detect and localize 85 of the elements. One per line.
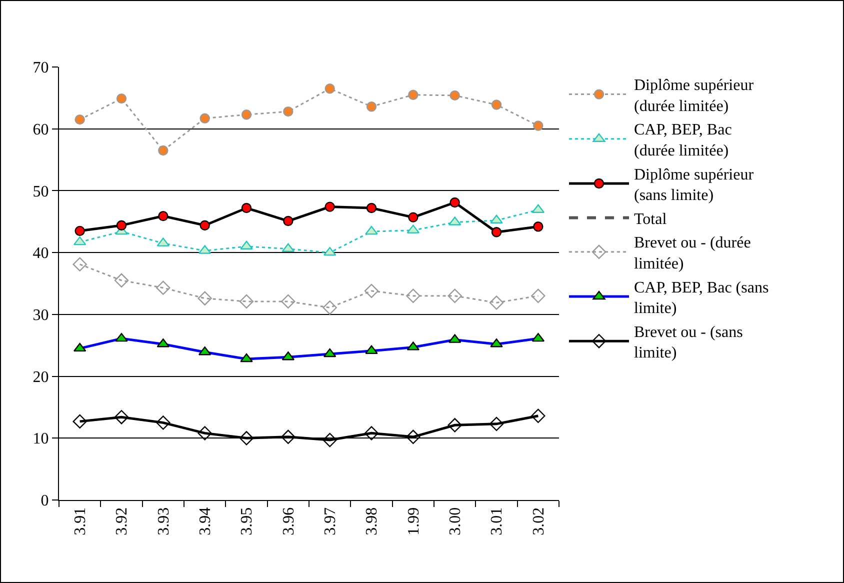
point bbox=[406, 430, 420, 444]
y-tick-label: 20 bbox=[32, 368, 49, 386]
point bbox=[114, 410, 129, 424]
point bbox=[200, 113, 210, 124]
y-tick-label: 50 bbox=[32, 183, 49, 200]
point bbox=[158, 210, 168, 222]
point bbox=[283, 106, 294, 117]
point bbox=[491, 100, 502, 110]
point bbox=[73, 342, 86, 352]
point bbox=[240, 353, 253, 362]
point bbox=[116, 93, 127, 104]
x-tick-label: 1.99 bbox=[405, 507, 422, 536]
point bbox=[239, 294, 254, 309]
point bbox=[158, 145, 168, 156]
x-tick-label: 3.91 bbox=[72, 507, 90, 536]
point bbox=[532, 332, 545, 342]
point bbox=[531, 408, 546, 423]
point bbox=[200, 220, 210, 230]
point bbox=[365, 345, 378, 354]
point bbox=[408, 212, 418, 222]
y-tick-label: 60 bbox=[32, 121, 49, 138]
x-tick-label: 3.02 bbox=[530, 507, 548, 536]
point bbox=[72, 257, 87, 272]
legend-label: CAP, BEP, Bac (sans limite) bbox=[634, 279, 769, 318]
x-tick-label: 3.92 bbox=[114, 507, 131, 536]
point bbox=[156, 416, 170, 430]
point bbox=[324, 202, 335, 212]
point bbox=[239, 431, 254, 446]
point bbox=[406, 288, 420, 303]
legend-label: Brevet ou - (durée limitée) bbox=[634, 234, 751, 273]
point bbox=[365, 226, 378, 235]
point bbox=[408, 90, 418, 100]
y-tick-label: 70 bbox=[32, 60, 49, 77]
x-tick-label: 3.98 bbox=[364, 507, 381, 536]
point bbox=[489, 416, 504, 432]
point bbox=[156, 280, 170, 295]
point bbox=[364, 284, 379, 298]
point bbox=[489, 296, 504, 310]
point bbox=[533, 221, 544, 232]
x-tick-label: 3.95 bbox=[238, 507, 256, 536]
point bbox=[74, 226, 85, 236]
legend-label: Total bbox=[634, 210, 668, 228]
legend-label: Diplôme supérieur (durée limitée) bbox=[634, 77, 754, 115]
point bbox=[72, 414, 87, 429]
point bbox=[322, 432, 337, 448]
point bbox=[323, 246, 336, 256]
point bbox=[74, 114, 85, 125]
point bbox=[324, 84, 335, 94]
point bbox=[533, 120, 544, 131]
point bbox=[531, 288, 546, 303]
point bbox=[283, 216, 294, 226]
x-tick-label: 3.93 bbox=[155, 507, 172, 536]
x-tick-label: 3.00 bbox=[447, 507, 464, 536]
point bbox=[450, 197, 460, 208]
point bbox=[323, 348, 336, 358]
point bbox=[198, 426, 212, 440]
y-tick-label: 30 bbox=[32, 307, 49, 324]
point bbox=[241, 110, 252, 120]
point bbox=[490, 214, 503, 224]
point bbox=[366, 101, 377, 112]
point bbox=[450, 90, 460, 101]
y-tick-label: 10 bbox=[32, 430, 49, 448]
point bbox=[198, 291, 212, 306]
point bbox=[115, 332, 128, 342]
y-tick-label: 0 bbox=[40, 492, 49, 510]
legend-label: Diplôme supérieur (sans limite) bbox=[634, 166, 754, 204]
point bbox=[322, 300, 337, 315]
x-tick-label: 3.94 bbox=[197, 507, 214, 536]
point bbox=[364, 426, 379, 440]
point bbox=[116, 220, 127, 230]
point bbox=[448, 288, 462, 303]
point bbox=[448, 418, 462, 432]
x-tick-label: 3.01 bbox=[488, 507, 506, 536]
x-tick-label: 3.96 bbox=[280, 507, 298, 536]
legend-label: Brevet ou - (sans limite) bbox=[634, 324, 743, 362]
x-tick-label: 3.97 bbox=[322, 507, 340, 536]
point bbox=[281, 294, 296, 309]
point bbox=[114, 273, 129, 288]
point bbox=[491, 227, 502, 238]
point bbox=[366, 202, 377, 214]
y-tick-label: 40 bbox=[32, 245, 49, 262]
point bbox=[281, 430, 296, 444]
legend-label: CAP, BEP, Bac (durée limitée) bbox=[634, 122, 732, 160]
point bbox=[73, 236, 86, 246]
point bbox=[241, 202, 252, 214]
